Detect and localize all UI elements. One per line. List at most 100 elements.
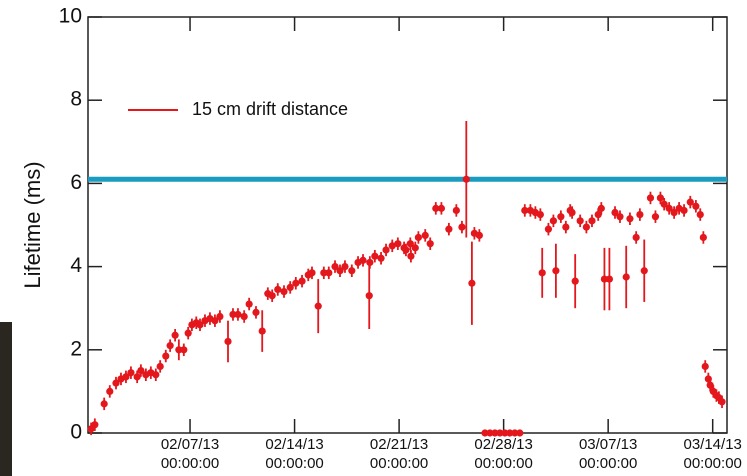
data-point — [491, 429, 499, 437]
data-point — [562, 223, 570, 231]
data-point — [414, 233, 422, 242]
data-point — [670, 208, 678, 217]
data-point — [245, 300, 253, 308]
data-point — [536, 211, 544, 219]
data-point — [156, 362, 164, 371]
data-point — [501, 429, 509, 437]
data-point — [402, 246, 410, 254]
data-point — [268, 292, 276, 300]
data-point — [462, 175, 470, 183]
data-point — [600, 275, 609, 283]
data-point — [258, 327, 266, 335]
data-point — [445, 225, 453, 233]
data-point — [665, 204, 673, 212]
legend-label: 15 cm drift distance — [192, 99, 348, 119]
plot-frame — [87, 16, 728, 434]
data-point — [496, 429, 504, 437]
data-point — [407, 252, 415, 260]
data-point — [280, 287, 288, 296]
data-point — [452, 206, 460, 215]
data-point — [437, 204, 446, 212]
data-point — [432, 204, 440, 212]
data-point — [292, 279, 300, 287]
y-tick-label: 2 — [70, 337, 82, 360]
data-point — [506, 429, 514, 437]
data-point — [640, 267, 648, 275]
data-point — [314, 302, 322, 310]
data-point — [622, 273, 630, 281]
x-tick-label: 02/07/13 00:00:00 — [161, 436, 219, 472]
data-point — [320, 269, 328, 277]
data-point — [568, 208, 576, 217]
data-point — [552, 267, 560, 275]
data-point — [406, 240, 414, 248]
y-tick-label: 6 — [70, 171, 82, 194]
data-point — [611, 208, 619, 217]
data-point — [127, 369, 135, 377]
data-point — [286, 283, 294, 291]
data-point — [571, 277, 579, 285]
data-point — [331, 263, 339, 271]
data-point — [582, 223, 590, 231]
data-point — [171, 331, 179, 339]
data-point — [557, 213, 565, 221]
x-tick-label: 02/14/13 00:00:00 — [265, 436, 323, 472]
data-point — [106, 387, 114, 395]
y-tick-label: 10 — [59, 5, 82, 28]
data-point — [348, 267, 356, 275]
data-point — [651, 213, 660, 221]
data-point — [388, 242, 396, 250]
data-point — [636, 211, 644, 219]
data-point — [696, 211, 704, 219]
data-point — [701, 362, 709, 371]
data-point — [718, 398, 726, 406]
data-point — [137, 367, 145, 375]
data-point — [252, 308, 260, 316]
data-point — [91, 421, 99, 429]
data-point — [211, 317, 219, 325]
y-tick-label: 4 — [70, 254, 82, 277]
data-point — [336, 267, 344, 275]
data-point — [162, 352, 170, 360]
data-point — [371, 252, 379, 260]
data-point — [166, 342, 174, 350]
data-point — [175, 346, 183, 354]
data-point — [240, 312, 248, 321]
x-tick-label: 02/28/13 00:00:00 — [474, 436, 532, 472]
data-point — [234, 310, 242, 319]
data-point — [521, 206, 529, 215]
data-point — [325, 269, 333, 277]
data-point — [382, 246, 390, 254]
data-point — [426, 240, 434, 248]
data-point — [516, 429, 524, 437]
data-point — [511, 429, 519, 437]
background-strip — [0, 322, 12, 476]
data-point — [224, 337, 232, 346]
data-point — [481, 429, 489, 437]
data-point — [366, 258, 374, 267]
data-point — [216, 312, 224, 321]
data-point — [229, 310, 237, 319]
data-point — [394, 240, 402, 248]
data-point — [660, 200, 668, 208]
data-point — [365, 292, 373, 300]
y-tick-label: 8 — [70, 88, 82, 111]
data-point — [538, 269, 546, 277]
data-point — [133, 373, 141, 381]
data-point — [594, 211, 602, 219]
data-point — [699, 233, 707, 242]
x-tick-label: 03/07/13 00:00:00 — [579, 436, 637, 472]
y-axis-label: Lifetime (ms) — [20, 161, 45, 288]
data-point — [274, 285, 282, 294]
data-point — [475, 231, 483, 239]
data-point — [458, 223, 466, 231]
data-point — [308, 269, 316, 277]
data-point — [692, 202, 700, 210]
data-point — [411, 244, 419, 252]
data-point — [656, 194, 665, 202]
data-point — [421, 231, 429, 239]
data-point — [549, 217, 558, 225]
data-point — [597, 204, 605, 212]
data-point — [152, 371, 160, 379]
data-point — [576, 217, 584, 225]
